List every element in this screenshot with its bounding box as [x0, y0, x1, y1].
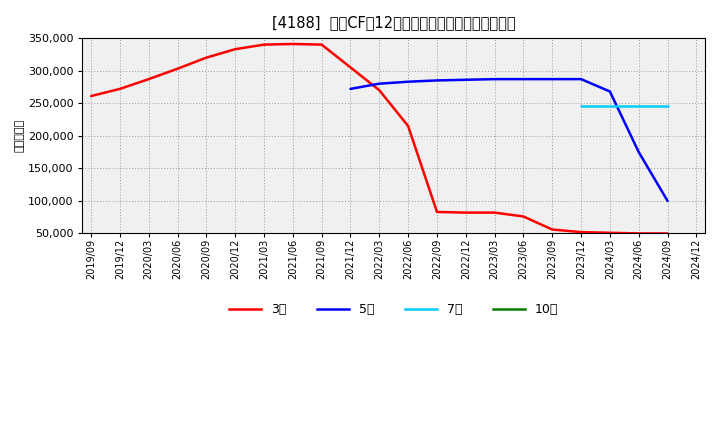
3年	[174, 66, 182, 71]
Legend: 3年, 5年, 7年, 10年: 3年, 5年, 7年, 10年	[225, 298, 563, 321]
5年	[490, 77, 499, 82]
3年	[231, 47, 240, 52]
5年	[577, 77, 585, 82]
3年	[346, 65, 355, 70]
3年	[490, 210, 499, 215]
5年	[606, 89, 614, 94]
3年	[202, 55, 211, 60]
3年	[433, 209, 441, 215]
3年	[404, 123, 413, 128]
5年	[375, 81, 384, 86]
5年	[462, 77, 470, 82]
7年	[606, 103, 614, 109]
Line: 5年: 5年	[351, 79, 667, 201]
5年	[433, 78, 441, 83]
5年	[519, 77, 528, 82]
3年	[116, 86, 125, 92]
3年	[375, 88, 384, 93]
3年	[577, 230, 585, 235]
3年	[289, 41, 297, 47]
5年	[404, 79, 413, 84]
Y-axis label: （百万円）: （百万円）	[15, 119, 25, 152]
3年	[260, 42, 269, 47]
Title: [4188]  投賄CFの12か月移動合計の標準偏差の推移: [4188] 投賄CFの12か月移動合計の標準偏差の推移	[272, 15, 516, 30]
3年	[145, 77, 153, 82]
7年	[577, 103, 585, 109]
3年	[634, 231, 643, 236]
3年	[318, 42, 326, 47]
Line: 3年: 3年	[91, 44, 667, 234]
3年	[519, 214, 528, 219]
5年	[346, 86, 355, 92]
3年	[86, 93, 95, 99]
3年	[606, 230, 614, 235]
5年	[548, 77, 557, 82]
5年	[634, 150, 643, 155]
7年	[663, 103, 672, 109]
3年	[462, 210, 470, 215]
3年	[548, 227, 557, 232]
7年	[634, 103, 643, 109]
5年	[663, 198, 672, 204]
3年	[663, 231, 672, 236]
